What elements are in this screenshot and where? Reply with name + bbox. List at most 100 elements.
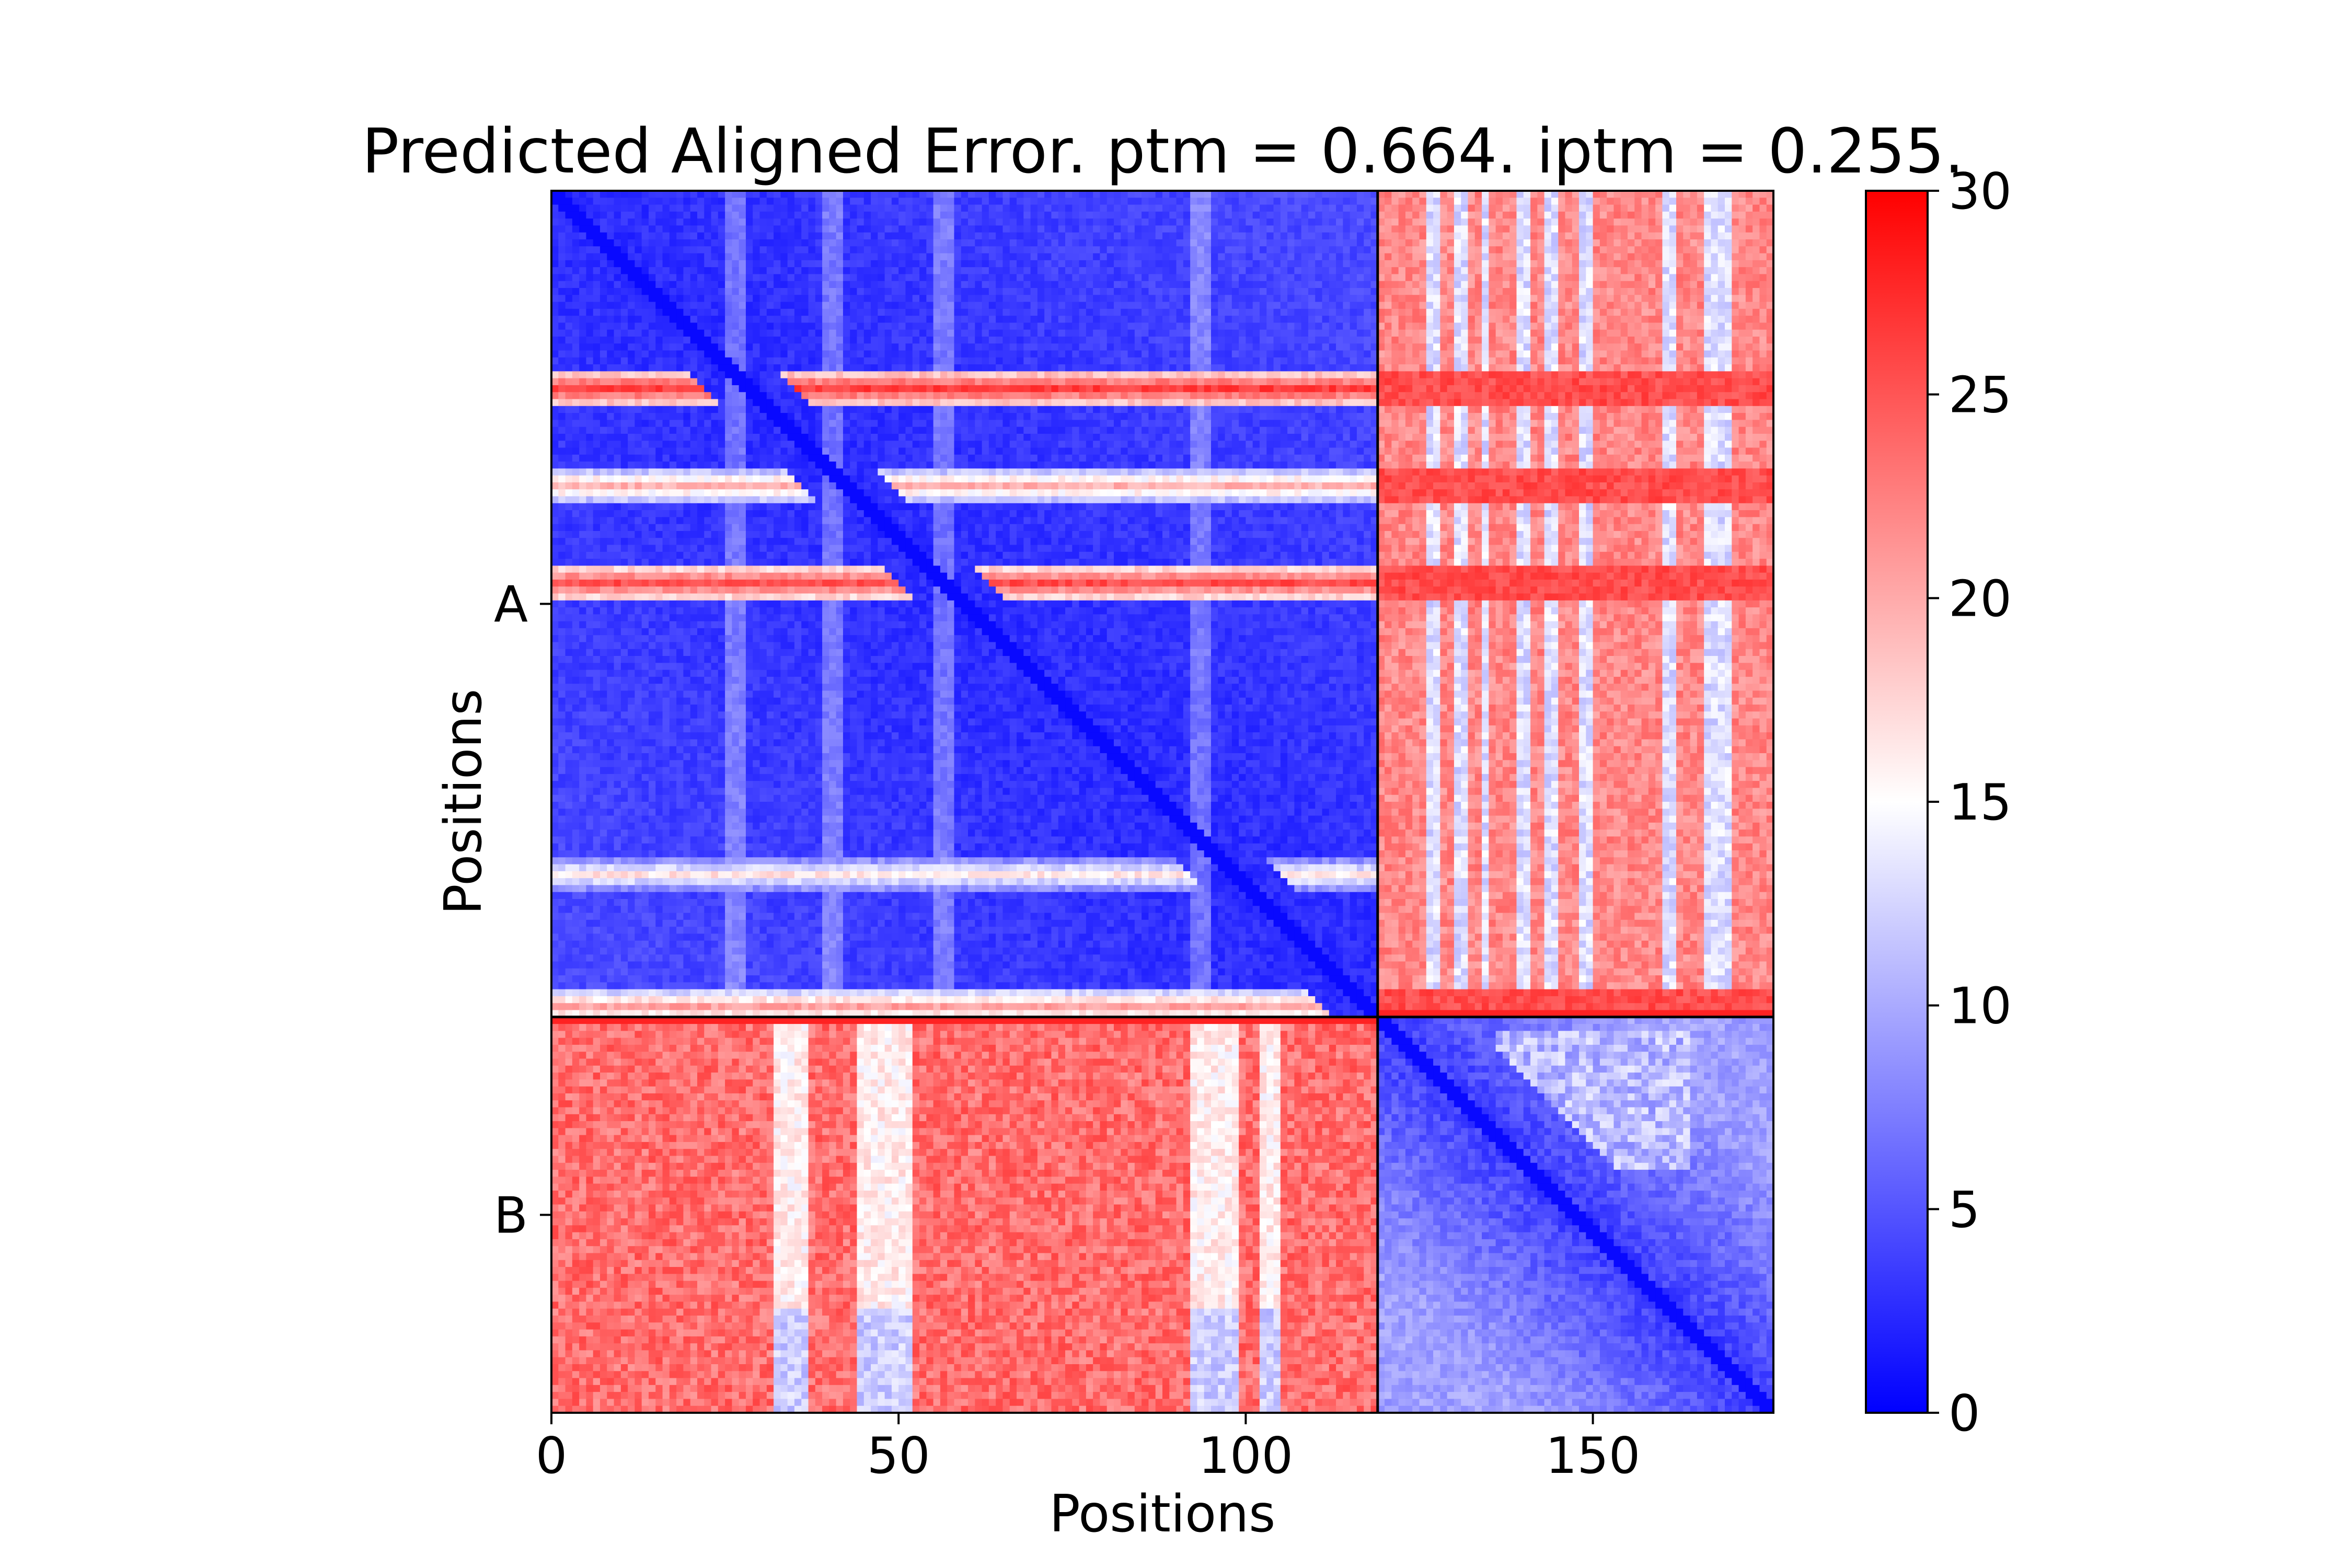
heatmap-cell — [801, 246, 809, 253]
heatmap-cell — [1461, 274, 1468, 281]
heatmap-cell — [600, 233, 607, 240]
heatmap-cell — [1454, 371, 1461, 378]
heatmap-cell — [822, 205, 829, 212]
heatmap-cell — [1753, 378, 1760, 386]
heatmap-cell — [649, 288, 656, 295]
heatmap-cell — [1655, 337, 1663, 344]
heatmap-cell — [1002, 288, 1010, 295]
heatmap-cell — [1662, 322, 1669, 330]
heatmap-cell — [600, 281, 607, 289]
heatmap-cell — [614, 205, 621, 212]
heatmap-cell — [1593, 309, 1600, 316]
heatmap-cell — [961, 343, 969, 351]
heatmap-cell — [1433, 322, 1440, 330]
heatmap-cell — [558, 330, 566, 337]
heatmap-cell — [1607, 343, 1614, 351]
heatmap-cell — [586, 198, 593, 205]
heatmap-cell — [1516, 358, 1524, 365]
heatmap-cell — [593, 191, 601, 198]
heatmap-cell — [1218, 358, 1225, 365]
heatmap-cell — [1294, 302, 1301, 309]
heatmap-cell — [1218, 309, 1225, 316]
heatmap-cell — [1634, 233, 1642, 240]
heatmap-cell — [1391, 239, 1399, 247]
heatmap-cell — [1246, 198, 1253, 205]
heatmap-cell — [1225, 288, 1232, 295]
heatmap-cell — [1642, 288, 1649, 295]
heatmap-cell — [1357, 212, 1364, 219]
heatmap-cell — [1655, 295, 1663, 302]
heatmap-cell — [1759, 246, 1767, 253]
heatmap-cell — [1732, 302, 1739, 309]
heatmap-cell — [739, 191, 746, 198]
heatmap-cell — [1315, 322, 1322, 330]
heatmap-cell — [1509, 212, 1517, 219]
heatmap-cell — [864, 274, 871, 281]
heatmap-cell — [1239, 309, 1246, 316]
heatmap-cell — [788, 198, 795, 205]
heatmap-cell — [635, 218, 642, 226]
heatmap-cell — [1218, 371, 1225, 378]
heatmap-cell — [1322, 218, 1330, 226]
heatmap-cell — [843, 358, 850, 365]
heatmap-cell — [1072, 274, 1079, 281]
heatmap-cell — [1350, 371, 1357, 378]
heatmap-cell — [1343, 198, 1350, 205]
heatmap-cell — [982, 371, 989, 378]
heatmap-cell — [1142, 239, 1149, 247]
heatmap-cell — [1364, 358, 1371, 365]
heatmap-cell — [1530, 322, 1538, 330]
heatmap-cell — [878, 330, 885, 337]
heatmap-cell — [1648, 378, 1656, 386]
heatmap-cell — [1044, 330, 1052, 337]
heatmap-cell — [1399, 191, 1406, 198]
heatmap-cell — [1447, 337, 1455, 344]
heatmap-cell — [1357, 198, 1364, 205]
heatmap-cell — [1405, 267, 1413, 274]
heatmap-cell — [1690, 233, 1698, 240]
heatmap-cell — [898, 330, 906, 337]
heatmap-cell — [1336, 274, 1343, 281]
heatmap-cell — [1544, 274, 1552, 281]
heatmap-cell — [1426, 267, 1434, 274]
heatmap-cell — [670, 281, 677, 289]
heatmap-cell — [1475, 337, 1482, 344]
heatmap-cell — [1246, 364, 1253, 372]
heatmap-cell — [968, 218, 975, 226]
heatmap-cell — [1037, 316, 1045, 323]
heatmap-cell — [1225, 330, 1232, 337]
heatmap-cell — [1558, 343, 1565, 351]
heatmap-cell — [1274, 351, 1281, 358]
heatmap-cell — [794, 364, 802, 372]
heatmap-cell — [1065, 225, 1073, 233]
heatmap-cell — [676, 274, 684, 281]
heatmap-cell — [760, 281, 767, 289]
heatmap-cell — [1225, 378, 1232, 386]
heatmap-cell — [725, 246, 732, 253]
heatmap-cell — [621, 225, 628, 233]
heatmap-cell — [1544, 378, 1552, 386]
heatmap-cell — [1274, 358, 1281, 365]
heatmap-cell — [1642, 212, 1649, 219]
heatmap-cell — [913, 281, 920, 289]
heatmap-cell — [1017, 309, 1024, 316]
heatmap-cell — [1489, 343, 1496, 351]
heatmap-cell — [1683, 322, 1690, 330]
heatmap-cell — [655, 364, 663, 372]
heatmap-cell — [1065, 274, 1073, 281]
heatmap-cell — [843, 218, 850, 226]
heatmap-cell — [621, 322, 628, 330]
heatmap-cell — [947, 218, 954, 226]
heatmap-cell — [1711, 253, 1718, 261]
heatmap-cell — [1725, 302, 1732, 309]
heatmap-cell — [683, 358, 690, 365]
heatmap-cell — [1718, 198, 1725, 205]
heatmap-cell — [1294, 364, 1301, 372]
heatmap-cell — [746, 281, 753, 289]
heatmap-cell — [593, 385, 601, 393]
heatmap-cell — [1093, 233, 1100, 240]
heatmap-cell — [1301, 205, 1309, 212]
heatmap-cell — [1524, 343, 1531, 351]
heatmap-cell — [892, 191, 899, 198]
heatmap-cell — [1190, 364, 1197, 372]
